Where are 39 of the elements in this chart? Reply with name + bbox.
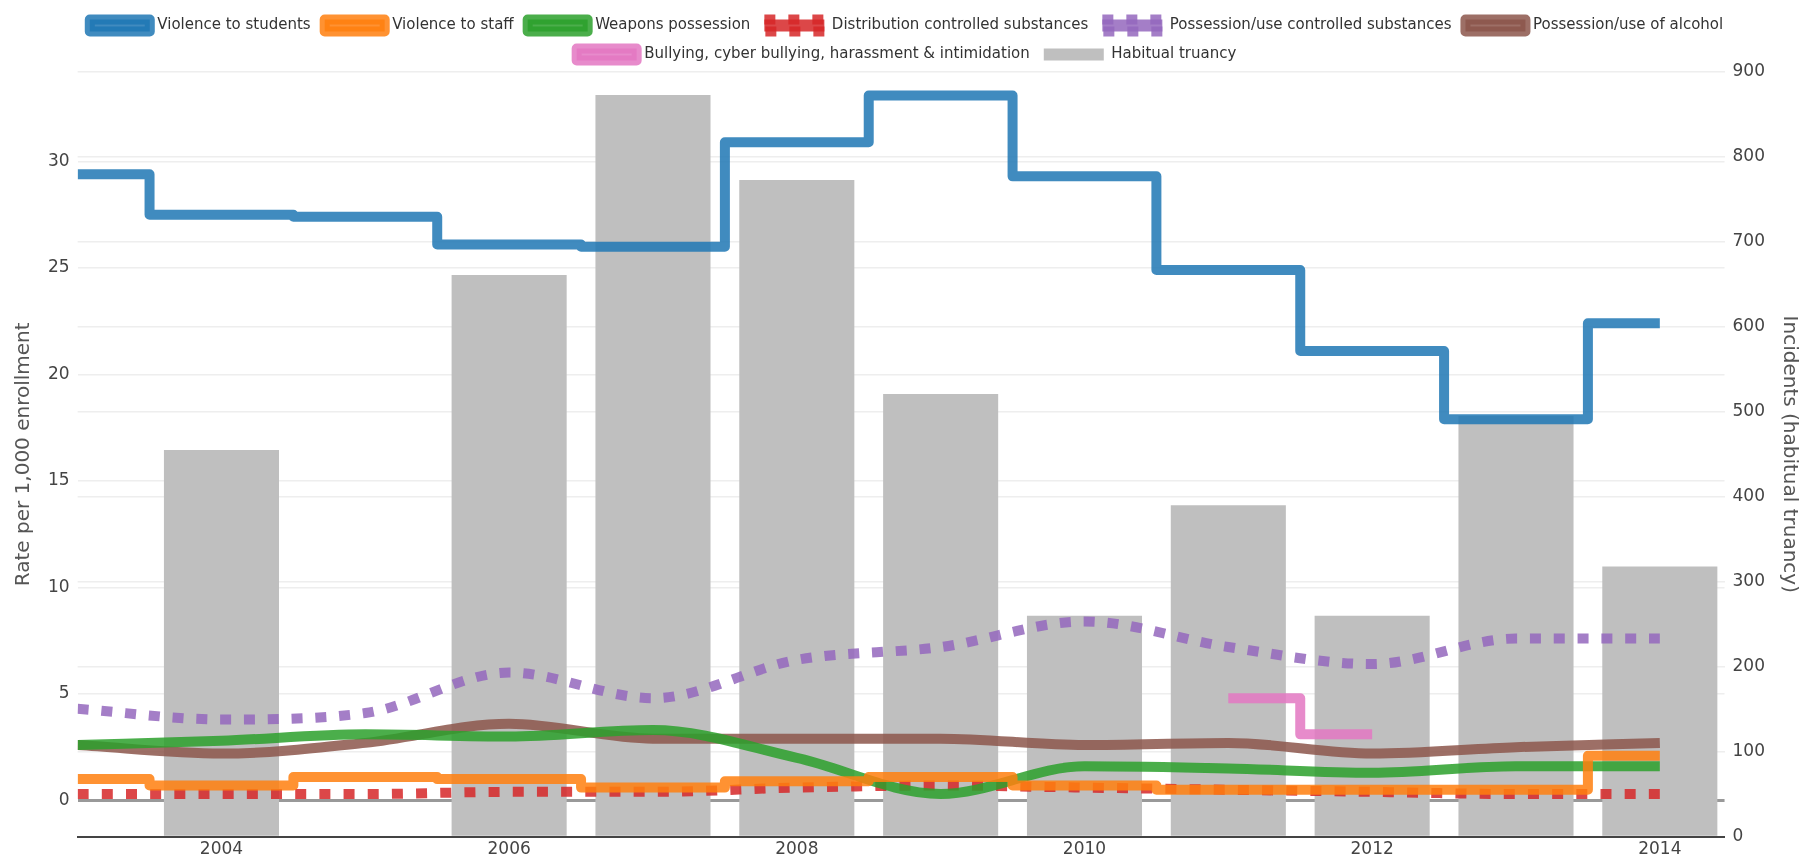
bar [1602, 566, 1718, 836]
y-tick-label: 10 [47, 575, 70, 596]
x-tick-label: 2014 [1638, 838, 1682, 859]
legend-label: Bullying, cyber bullying, harassment & intimidation [644, 44, 1030, 63]
legend-label: Distribution controlled substances [831, 15, 1089, 34]
y2-tick-label: 200 [1732, 655, 1766, 676]
bar [451, 275, 567, 836]
bar [595, 94, 711, 836]
x-tick-label: 2012 [1350, 838, 1394, 859]
y2-tick-label: 800 [1732, 145, 1766, 166]
y-tick-label: 20 [47, 362, 70, 383]
y2-axis-title: Incidents (habitual truancy) [1778, 315, 1803, 593]
x-tick-label: 2006 [487, 838, 531, 859]
y2-tick-label: 600 [1732, 315, 1766, 336]
y2-tick-label: 900 [1732, 60, 1766, 81]
y-tick-label: 30 [47, 149, 70, 170]
y2-tick-label: 300 [1732, 570, 1766, 591]
legend-label: Possession/use controlled substances [1169, 15, 1452, 34]
x-tick-label: 2010 [1062, 838, 1107, 859]
y-tick-label: 0 [58, 788, 70, 809]
y2-tick-label: 700 [1732, 230, 1766, 251]
x-tick-label: 2008 [775, 838, 819, 859]
bar [163, 450, 279, 836]
legend-label: Habitual truancy [1111, 44, 1237, 63]
y2-tick-label: 0 [1732, 825, 1744, 846]
y-tick-label: 25 [47, 256, 70, 277]
y-tick-label: 5 [58, 682, 70, 703]
y2-tick-label: 100 [1732, 740, 1766, 761]
legend-label: Weapons possession [595, 15, 751, 34]
legend-label: Possession/use of alcohol [1532, 15, 1724, 34]
y-tick-label: 15 [47, 469, 70, 490]
legend-label: Violence to students [157, 15, 311, 34]
x-tick-label: 2004 [199, 838, 244, 859]
y-axis-title: Rate per 1,000 enrollment [10, 322, 35, 587]
y2-tick-label: 400 [1732, 485, 1766, 506]
y2-tick-label: 500 [1732, 400, 1766, 421]
bar [883, 393, 999, 836]
bar [739, 179, 855, 836]
legend-label: Violence to staff [392, 15, 515, 34]
